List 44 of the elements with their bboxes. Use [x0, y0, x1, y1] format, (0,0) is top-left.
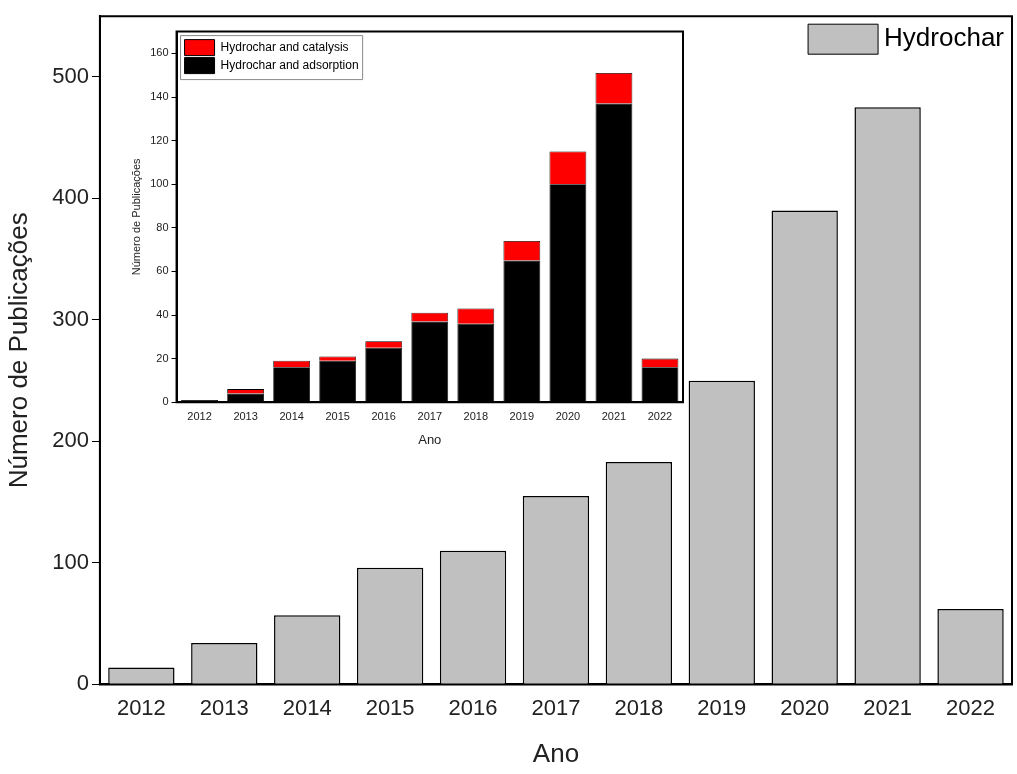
x-tick-label: 2018	[614, 694, 664, 720]
x-tick-label: 2022	[647, 409, 673, 422]
y-tick-label: 200	[52, 427, 89, 453]
x-tick-label: 2013	[199, 694, 249, 720]
y-tick-label: 500	[52, 63, 89, 89]
x-tick-label: 2017	[417, 409, 443, 422]
x-tick-label: 2015	[365, 694, 415, 720]
y-tick-label: 300	[52, 305, 89, 331]
x-tick-label: 2019	[509, 409, 535, 422]
y-tick-label: 40	[156, 308, 169, 321]
x-tick-label: 2020	[555, 409, 581, 422]
x-tick-label: 2012	[116, 694, 166, 720]
x-tick-label: 2015	[325, 409, 350, 422]
x-axis-title: Ano	[532, 737, 580, 768]
x-tick-label: 2018	[463, 409, 489, 422]
y-tick-label: 400	[52, 184, 89, 210]
legend-label: Hydrochar	[884, 22, 1005, 53]
y-tick-label: 120	[150, 133, 169, 146]
y-tick-label: 80	[156, 220, 169, 233]
y-tick-label: 100	[52, 548, 89, 574]
legend-label: Hydrochar and adsorption	[220, 57, 359, 72]
y-axis-title: Número de Publicações	[2, 212, 33, 489]
x-tick-label: 2021	[863, 694, 913, 720]
x-tick-label: 2013	[233, 409, 258, 422]
x-tick-label: 2021	[601, 409, 627, 422]
x-tick-label: 2014	[282, 694, 332, 720]
y-tick-label: 20	[156, 351, 169, 364]
x-tick-label: 2019	[697, 694, 747, 720]
x-tick-label: 2012	[187, 409, 212, 422]
x-tick-label: 2017	[531, 694, 581, 720]
y-tick-label: 60	[156, 264, 169, 277]
y-tick-label: 100	[150, 177, 169, 190]
y-tick-label: 160	[150, 46, 169, 59]
y-axis-title: Número de Publicações	[129, 158, 142, 276]
x-axis-title: Ano	[418, 431, 442, 447]
legend-label: Hydrochar and catalysis	[220, 39, 349, 54]
x-tick-label: 2016	[448, 694, 498, 720]
x-tick-label: 2020	[780, 694, 830, 720]
x-tick-label: 2014	[279, 409, 304, 422]
x-tick-label: 2022	[946, 694, 996, 720]
y-tick-label: 0	[162, 395, 169, 408]
y-tick-label: 140	[150, 90, 169, 103]
y-tick-label: 0	[76, 670, 89, 696]
x-tick-label: 2016	[371, 409, 396, 422]
